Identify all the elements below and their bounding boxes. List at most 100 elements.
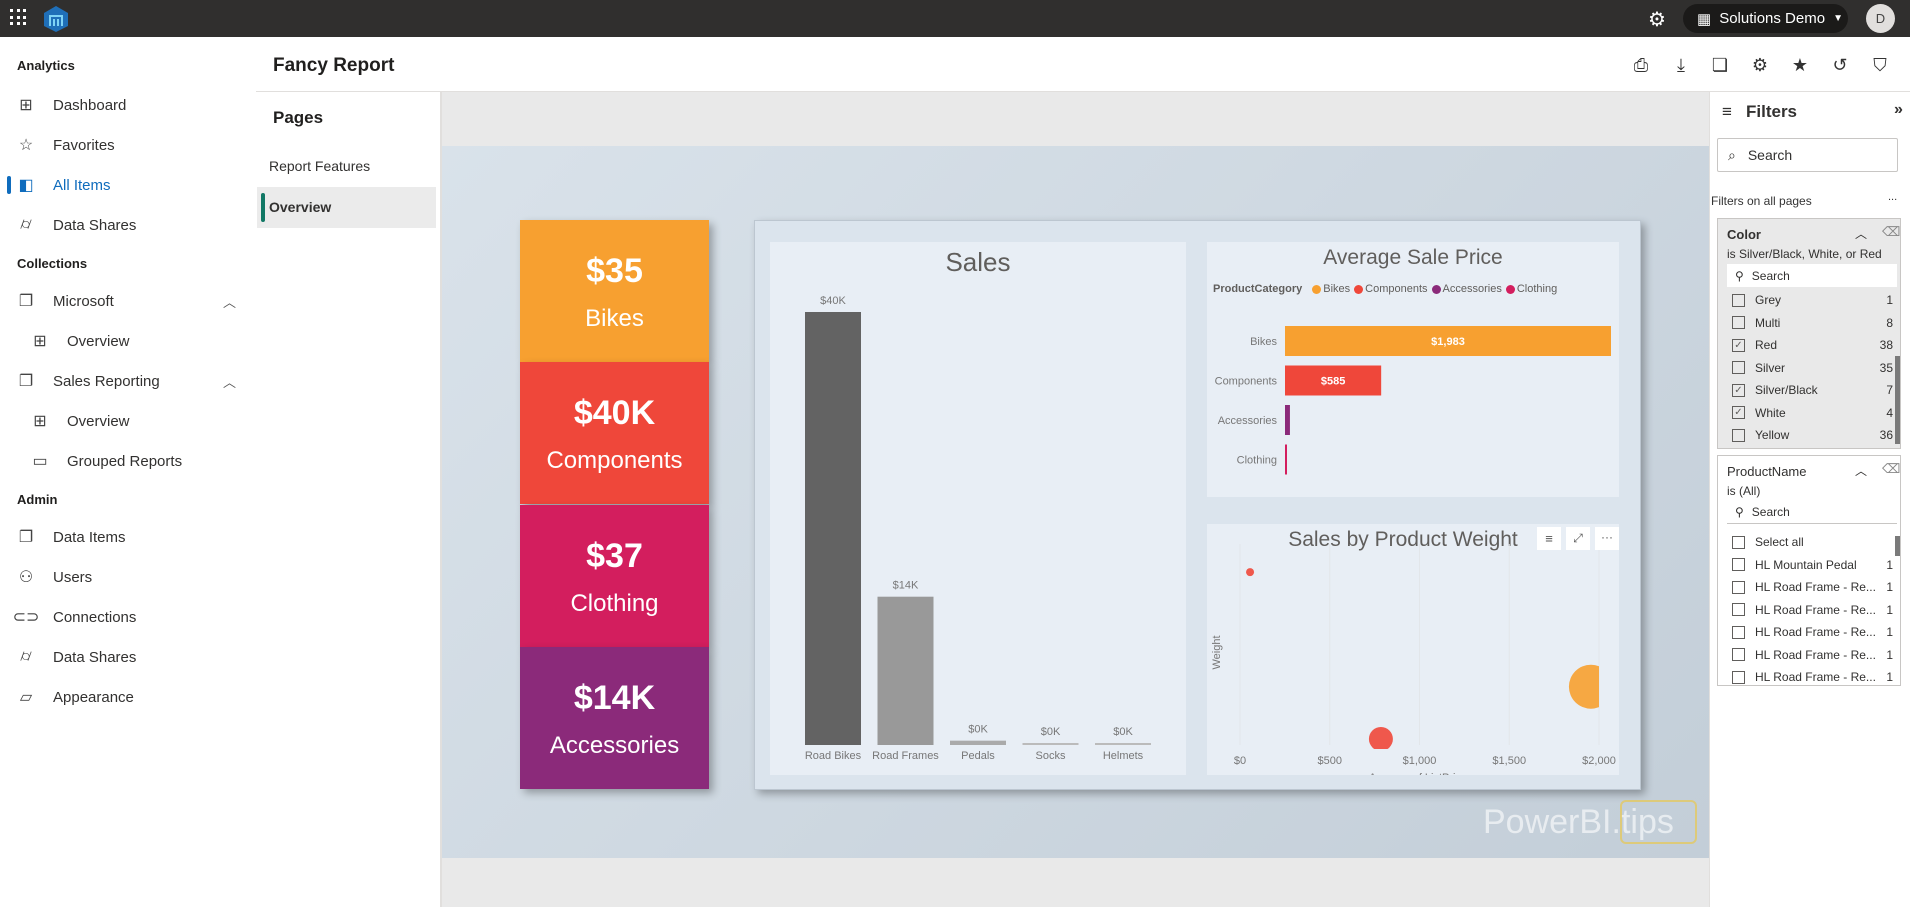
checkbox[interactable] bbox=[1732, 535, 1745, 549]
filter-option[interactable]: Silver 35 bbox=[1727, 357, 1893, 379]
collapse-pane-icon[interactable]: » bbox=[1894, 101, 1903, 118]
clear-filter-icon[interactable]: ⌫ bbox=[1882, 224, 1901, 239]
bar[interactable] bbox=[805, 312, 861, 745]
filter-search-input[interactable]: ⚲ Search bbox=[1727, 264, 1897, 287]
page-tab-report-features[interactable]: Report Features bbox=[269, 158, 371, 174]
filter-option[interactable]: Grey 1 bbox=[1727, 289, 1893, 311]
checkbox[interactable] bbox=[1732, 670, 1745, 684]
bar[interactable] bbox=[1095, 743, 1151, 745]
filter-option[interactable]: ✓ Red 38 bbox=[1727, 334, 1893, 356]
bar[interactable] bbox=[950, 740, 1006, 745]
kpi-label: Components bbox=[546, 447, 683, 475]
sidebar-item-data-items[interactable]: ❐ Data Items bbox=[0, 517, 256, 557]
sidebar-item-favorites[interactable]: ☆ Favorites bbox=[0, 125, 256, 165]
sidebar-item-grouped-reports[interactable]: ▭ Grouped Reports bbox=[0, 441, 256, 481]
filters-search-input[interactable]: ⌕ Search bbox=[1717, 138, 1898, 172]
chevron-up-icon[interactable]: ︿ bbox=[1855, 464, 1868, 478]
checkbox[interactable]: ✓ bbox=[1732, 406, 1745, 419]
kpi-card: $14K Accessories bbox=[520, 646, 709, 789]
option-count: 1 bbox=[1886, 647, 1893, 662]
legend-marker bbox=[1354, 284, 1364, 294]
sidebar-item-all-items[interactable]: ◧ All Items bbox=[0, 165, 256, 205]
option-label: Yellow bbox=[1755, 428, 1790, 442]
checkbox[interactable]: ✓ bbox=[1732, 383, 1745, 397]
tenant-switcher[interactable]: ▦ Solutions Demo ▼ bbox=[1683, 4, 1848, 33]
sidebar-item-users[interactable]: ⚇ Users bbox=[0, 557, 256, 597]
more-options-icon[interactable]: ··· bbox=[1595, 527, 1619, 550]
data-point[interactable] bbox=[1368, 726, 1393, 751]
option-count: 1 bbox=[1886, 557, 1893, 572]
filter-option[interactable]: ✓ White 4 bbox=[1727, 402, 1893, 424]
checkbox[interactable] bbox=[1732, 603, 1745, 616]
sidebar-item-appearance[interactable]: ▱ Appearance bbox=[0, 677, 256, 717]
page-tab-overview[interactable]: Overview bbox=[257, 187, 436, 228]
sidebar-item-dashboard[interactable]: ⊞ Dashboard bbox=[0, 85, 256, 125]
sidebar-item-data-shares[interactable]: ⌭ Data Shares bbox=[0, 637, 256, 677]
data-point[interactable] bbox=[1568, 664, 1613, 709]
copy-icon[interactable]: ❏ bbox=[1711, 54, 1729, 75]
checkbox[interactable]: ✓ bbox=[1732, 338, 1745, 352]
checkbox[interactable] bbox=[1732, 316, 1745, 329]
checkbox[interactable] bbox=[1732, 361, 1745, 374]
sidebar-item-microsoft[interactable]: ❐ Microsoft ︿ bbox=[0, 281, 256, 321]
sidebar-item-label: All Items bbox=[53, 176, 111, 194]
bar[interactable] bbox=[1022, 743, 1079, 745]
filter-search-input[interactable]: ⚲ Search bbox=[1727, 501, 1897, 524]
filter-option[interactable]: Select all bbox=[1727, 531, 1893, 553]
checkbox[interactable] bbox=[1732, 428, 1745, 442]
checkbox[interactable] bbox=[1732, 648, 1745, 661]
bar[interactable] bbox=[1285, 365, 1382, 396]
waffle-icon[interactable] bbox=[10, 9, 26, 25]
focus-mode-icon[interactable]: ⤢ bbox=[1566, 527, 1590, 550]
avg-sale-price-chart[interactable]: Average Sale Price ProductCategory Bikes… bbox=[1207, 242, 1619, 497]
legend-item[interactable]: Clothing bbox=[1505, 283, 1557, 295]
sales-chart[interactable]: Sales $40K Road Bikes $14K Road Frames $0K Pe… bbox=[770, 242, 1186, 775]
checkbox[interactable] bbox=[1732, 625, 1745, 639]
checkbox[interactable] bbox=[1732, 580, 1745, 594]
bar[interactable] bbox=[1285, 444, 1287, 475]
filter-option[interactable]: Yellow 36 bbox=[1727, 424, 1893, 446]
filter-option[interactable]: ✓ Silver/Black 7 bbox=[1727, 379, 1893, 401]
data-point[interactable] bbox=[1246, 568, 1255, 577]
scrollbar[interactable] bbox=[1895, 536, 1900, 556]
settings-icon[interactable]: ⚙ bbox=[1751, 54, 1769, 75]
scrollbar[interactable] bbox=[1895, 356, 1900, 444]
app-logo[interactable] bbox=[42, 5, 70, 33]
filter-name: ProductName bbox=[1727, 464, 1807, 479]
sidebar-item-sales-reporting[interactable]: ❐ Sales Reporting ︿ bbox=[0, 361, 256, 401]
chevron-up-icon[interactable]: ︿ bbox=[222, 294, 236, 310]
chevron-up-icon[interactable]: ︿ bbox=[222, 374, 236, 390]
bar[interactable] bbox=[1285, 326, 1611, 356]
bookmark-icon[interactable]: ⛉ bbox=[1873, 54, 1887, 75]
download-icon[interactable]: ⤓ bbox=[1677, 54, 1685, 75]
legend-item[interactable]: Accessories bbox=[1431, 283, 1502, 295]
checkbox[interactable] bbox=[1732, 558, 1745, 571]
weight-scatter-chart[interactable]: Sales by Product Weight $0 $500 $1,000 $1,5… bbox=[1207, 524, 1619, 775]
avatar[interactable]: D bbox=[1866, 4, 1895, 33]
filter-icon[interactable]: ≡ bbox=[1537, 527, 1561, 550]
bar[interactable] bbox=[1285, 405, 1290, 435]
sidebar-item-data-shares[interactable]: ⌭ Data Shares bbox=[0, 205, 256, 245]
filter-option[interactable]: HL Road Frame - Re... 1 bbox=[1727, 599, 1893, 621]
checkbox[interactable] bbox=[1732, 293, 1745, 307]
clear-filter-icon[interactable]: ⌫ bbox=[1882, 461, 1901, 476]
reset-icon[interactable]: ↺ bbox=[1832, 54, 1848, 75]
print-icon[interactable]: ⎙ bbox=[1633, 54, 1649, 75]
filter-state: is (All) bbox=[1727, 484, 1761, 498]
favorite-star-icon[interactable]: ★ bbox=[1791, 54, 1809, 75]
filter-option[interactable]: HL Road Frame - Re... 1 bbox=[1727, 666, 1893, 685]
legend-item[interactable]: Components bbox=[1354, 283, 1428, 295]
legend-item[interactable]: Bikes bbox=[1312, 283, 1350, 295]
filter-option[interactable]: Multi 8 bbox=[1727, 312, 1893, 334]
more-options-icon[interactable]: ... bbox=[1888, 191, 1898, 203]
sidebar-item-connections[interactable]: ⊂⊃ Connections bbox=[0, 597, 256, 637]
sidebar-item-overview[interactable]: ⊞ Overview bbox=[0, 401, 256, 441]
filter-option[interactable]: HL Mountain Pedal 1 bbox=[1727, 554, 1893, 576]
filter-option[interactable]: HL Road Frame - Re... 1 bbox=[1727, 644, 1893, 666]
filter-option[interactable]: HL Road Frame - Re... 1 bbox=[1727, 621, 1893, 643]
filter-option[interactable]: HL Road Frame - Re... 1 bbox=[1727, 576, 1893, 598]
settings-icon[interactable]: ⚙ bbox=[1648, 9, 1666, 31]
bar[interactable] bbox=[877, 596, 934, 745]
sidebar-item-overview[interactable]: ⊞ Overview bbox=[0, 321, 256, 361]
chevron-up-icon[interactable]: ︿ bbox=[1855, 227, 1868, 241]
